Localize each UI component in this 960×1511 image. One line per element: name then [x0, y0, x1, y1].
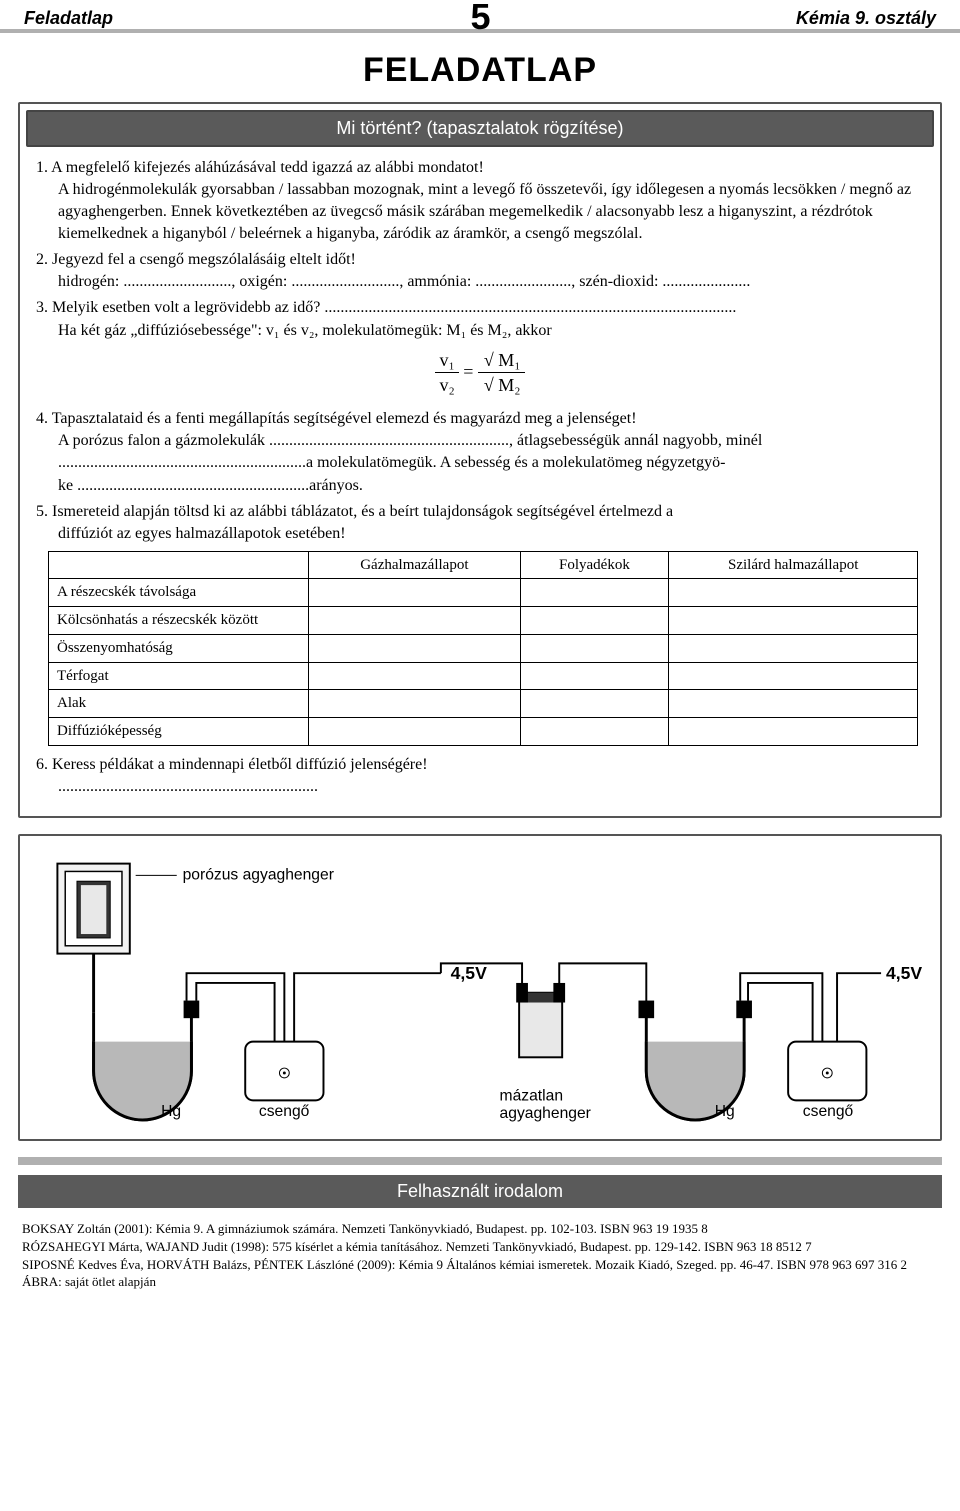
table-row: Alak [49, 690, 918, 718]
table-row: Térfogat [49, 662, 918, 690]
label-mazatlan-1: mázatlan [500, 1087, 563, 1104]
body-text: 1. A megfelelő kifejezés aláhúzásával te… [20, 157, 940, 798]
th-1: Gázhalmazállapot [309, 551, 521, 579]
formula-m2: M₂ [498, 375, 520, 395]
header-left: Feladatlap [24, 8, 113, 29]
refs-banner: Felhasznált irodalom [18, 1175, 942, 1208]
formula-v1: v₁ [435, 348, 458, 374]
label-csengo-left: csengő [259, 1103, 310, 1120]
label-voltage-left: 4,5V [451, 963, 487, 983]
label-hg-left: Hg [161, 1103, 181, 1120]
questions-box: Mi történt? (tapasztalatok rögzítése) 1.… [18, 102, 942, 818]
q3-body: Ha két gáz „diffúziósebessége": v₁ és v₂… [36, 320, 924, 342]
q4-l3: ........................................… [36, 452, 924, 474]
th-3: Szilárd halmazállapot [669, 551, 918, 579]
page-number: 5 [470, 0, 489, 38]
q2-lead: 2. Jegyezd fel a csengő megszólalásáig e… [36, 251, 356, 268]
q4-l4: ke .....................................… [36, 475, 924, 497]
apparatus-diagram: porózus agyaghenger Hg csengő 4,5V mázat… [30, 846, 930, 1130]
references-section: Felhasznált irodalom BOKSAY Zoltán (2001… [18, 1157, 942, 1306]
q6-lead: 6. Keress példákat a mindennapi életből … [36, 756, 428, 773]
label-porozus: porózus agyaghenger [183, 866, 334, 883]
section-banner-1: Mi történt? (tapasztalatok rögzítése) [26, 110, 934, 147]
th-0 [49, 551, 309, 579]
q1-lead: 1. A megfelelő kifejezés aláhúzásával te… [36, 159, 484, 176]
state-table: Gázhalmazállapot Folyadékok Szilárd halm… [48, 551, 918, 746]
table-row: Diffúzióképesség [49, 717, 918, 745]
diagram-box: porózus agyaghenger Hg csengő 4,5V mázat… [18, 834, 942, 1142]
formula: v₁ v₂ = √ M₁ √ M₂ [36, 348, 924, 399]
table-row: Kölcsönhatás a részecskék között [49, 607, 918, 635]
table-row: Összenyomhatóság [49, 634, 918, 662]
label-voltage-right: 4,5V [886, 963, 922, 983]
q5-lead: 5. Ismereteid alapján töltsd ki az alább… [36, 503, 673, 520]
ref-line: SIPOSNÉ Kedves Éva, HORVÁTH Balázs, PÉNT… [22, 1256, 938, 1274]
label-hg-right: Hg [715, 1103, 735, 1120]
main-title: FELADATLAP [0, 51, 960, 90]
ref-line: ÁBRA: saját ötlet alapján [22, 1273, 938, 1291]
q1-body: A hidrogénmolekulák gyorsabban / lassabb… [36, 179, 924, 245]
ref-line: BOKSAY Zoltán (2001): Kémia 9. A gimnázi… [22, 1220, 938, 1238]
q2: 2. Jegyezd fel a csengő megszólalásáig e… [36, 249, 924, 293]
formula-v2: v₂ [435, 373, 458, 398]
label-csengo-right: csengő [803, 1103, 854, 1120]
th-2: Folyadékok [520, 551, 668, 579]
table-row: A részecskék távolsága [49, 579, 918, 607]
formula-m1: M₁ [498, 350, 520, 370]
table-header-row: Gázhalmazállapot Folyadékok Szilárd halm… [49, 551, 918, 579]
header-right: Kémia 9. osztály [796, 8, 936, 29]
q2-body: hidrogén: ..........................., o… [36, 271, 924, 293]
q4: 4. Tapasztalataid és a fenti megállapítá… [36, 408, 924, 496]
table-body: A részecskék távolsága Kölcsönhatás a ré… [49, 579, 918, 745]
q4-l2: A porózus falon a gázmolekulák .........… [36, 430, 924, 452]
q6-dots: ........................................… [36, 776, 924, 798]
label-mazatlan-2: agyaghenger [500, 1105, 591, 1122]
q5: 5. Ismereteid alapján töltsd ki az alább… [36, 501, 924, 746]
q6: 6. Keress példákat a mindennapi életből … [36, 754, 924, 798]
page-header: Feladatlap 5 Kémia 9. osztály [0, 0, 960, 33]
refs-text: BOKSAY Zoltán (2001): Kémia 9. A gimnázi… [18, 1220, 942, 1306]
q4-lead: 4. Tapasztalataid és a fenti megállapítá… [36, 410, 637, 427]
q1: 1. A megfelelő kifejezés aláhúzásával te… [36, 157, 924, 245]
q5-l2: diffúziót az egyes halmazállapotok eseté… [36, 523, 924, 545]
ref-line: RÓZSAHEGYI Márta, WAJAND Judit (1998): 5… [22, 1238, 938, 1256]
q3-lead: 3. Melyik esetben volt a legrövidebb az … [36, 299, 736, 316]
q3: 3. Melyik esetben volt a legrövidebb az … [36, 297, 924, 398]
